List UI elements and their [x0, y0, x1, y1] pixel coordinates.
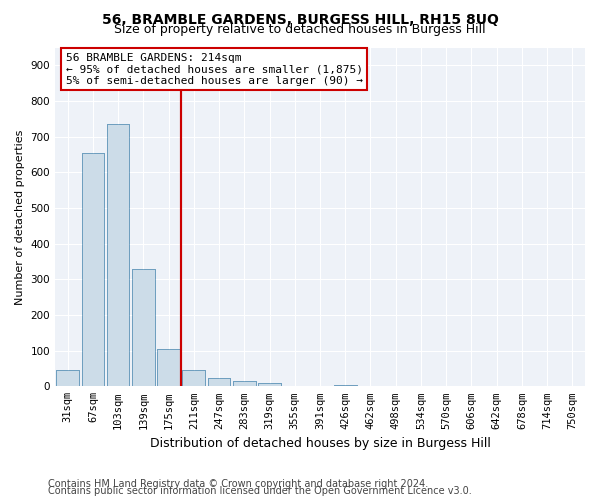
Bar — [208, 378, 230, 386]
Bar — [182, 370, 205, 386]
Bar — [82, 152, 104, 386]
Bar — [157, 349, 180, 387]
Bar — [233, 381, 256, 386]
X-axis label: Distribution of detached houses by size in Burgess Hill: Distribution of detached houses by size … — [149, 437, 490, 450]
Bar — [132, 268, 155, 386]
Text: 56, BRAMBLE GARDENS, BURGESS HILL, RH15 8UQ: 56, BRAMBLE GARDENS, BURGESS HILL, RH15 … — [101, 12, 499, 26]
Bar — [233, 381, 256, 386]
Bar — [208, 378, 230, 386]
Text: 56 BRAMBLE GARDENS: 214sqm
← 95% of detached houses are smaller (1,875)
5% of se: 56 BRAMBLE GARDENS: 214sqm ← 95% of deta… — [65, 52, 362, 86]
Bar — [157, 349, 180, 387]
Bar — [258, 382, 281, 386]
Bar — [107, 124, 130, 386]
Bar — [132, 268, 155, 386]
Text: Contains HM Land Registry data © Crown copyright and database right 2024.: Contains HM Land Registry data © Crown c… — [48, 479, 428, 489]
Bar — [56, 370, 79, 386]
Bar — [82, 152, 104, 386]
Y-axis label: Number of detached properties: Number of detached properties — [15, 129, 25, 304]
Bar — [334, 384, 356, 386]
Bar — [258, 382, 281, 386]
Bar — [334, 384, 356, 386]
Bar — [56, 370, 79, 386]
Text: Contains public sector information licensed under the Open Government Licence v3: Contains public sector information licen… — [48, 486, 472, 496]
Bar — [182, 370, 205, 386]
Bar — [107, 124, 130, 386]
Text: Size of property relative to detached houses in Burgess Hill: Size of property relative to detached ho… — [114, 22, 486, 36]
